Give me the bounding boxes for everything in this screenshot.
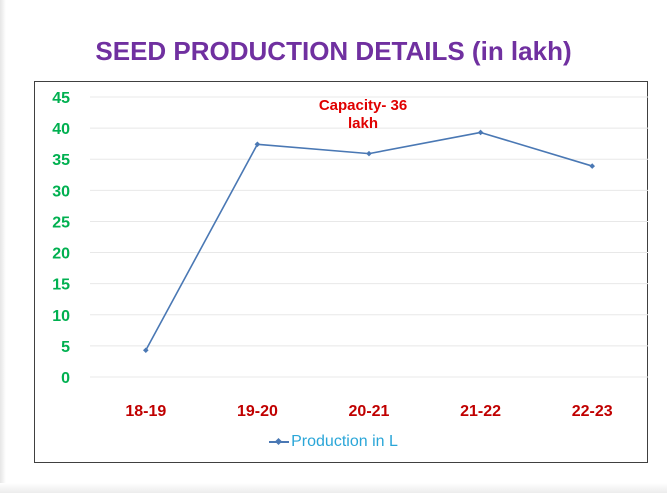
capacity-annotation-line2: lakh xyxy=(347,115,378,132)
data-point-20-21 xyxy=(366,150,372,157)
x-tick-label-22-23: 22-23 xyxy=(572,403,613,420)
x-tick-label-20-21: 20-21 xyxy=(349,403,390,420)
x-tick-label-19-20: 19-20 xyxy=(237,403,278,420)
capacity-annotation: Capacity- 36 lakh xyxy=(290,97,436,133)
y-tick-label-5: 5 xyxy=(61,339,70,356)
y-tick-label-15: 15 xyxy=(52,277,70,294)
x-tick-label-21-22: 21-22 xyxy=(460,403,501,420)
y-tick-label-30: 30 xyxy=(52,183,70,200)
chart-title: SEED PRODUCTION DETAILS (in lakh) xyxy=(95,36,572,66)
capacity-annotation-line1: Capacity- 36 xyxy=(318,97,408,114)
data-point-21-22 xyxy=(477,129,484,136)
y-tick-label-45: 45 xyxy=(52,90,70,107)
y-tick-label-40: 40 xyxy=(52,121,70,138)
slide-left-edge xyxy=(0,0,6,493)
legend-line-marker-icon xyxy=(269,437,290,447)
legend-series-label: Production in L xyxy=(291,433,398,450)
data-point-19-20 xyxy=(254,141,261,148)
y-tick-label-10: 10 xyxy=(52,308,70,325)
data-point-22-23 xyxy=(589,163,595,169)
y-tick-label-0: 0 xyxy=(61,370,70,387)
y-tick-label-20: 20 xyxy=(52,246,70,263)
chart-frame xyxy=(34,81,648,463)
data-point-18-19 xyxy=(143,347,149,354)
slide-bottom-edge xyxy=(0,483,667,493)
x-tick-label-18-19: 18-19 xyxy=(125,403,166,420)
series-line-0 xyxy=(145,131,593,351)
y-tick-label-35: 35 xyxy=(52,152,70,169)
y-tick-label-25: 25 xyxy=(52,214,70,231)
chart-legend: Production in L xyxy=(0,433,667,451)
